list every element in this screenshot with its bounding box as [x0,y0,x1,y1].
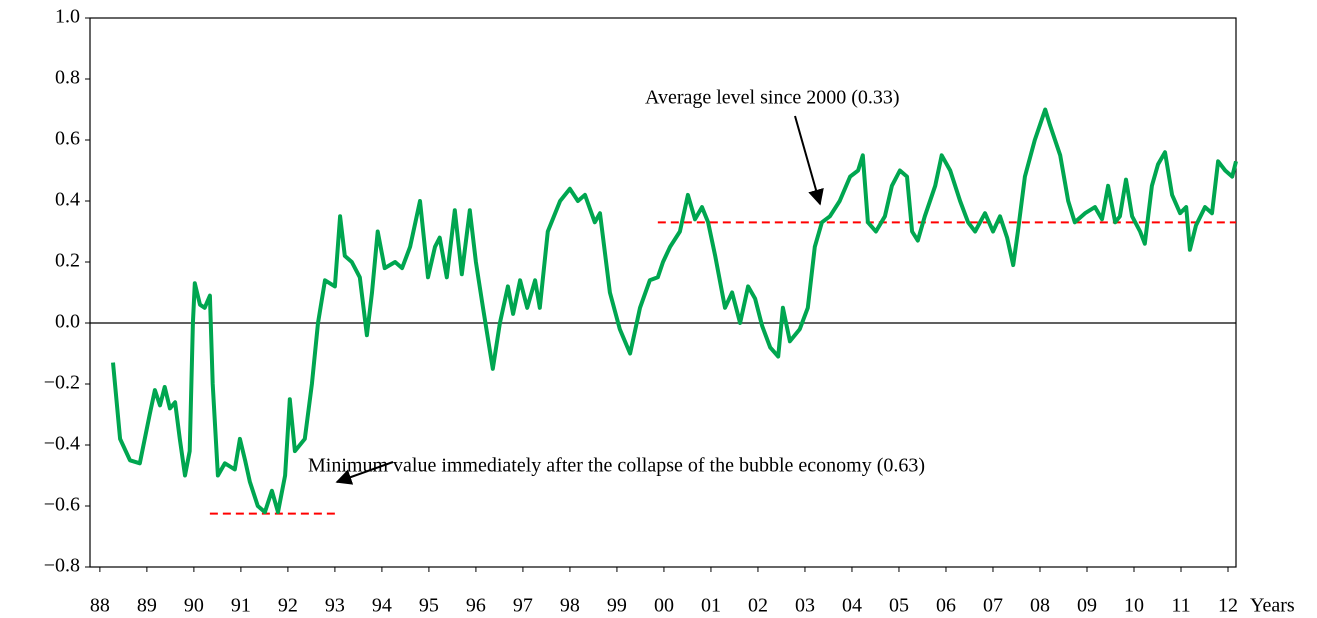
x-tick-label: 11 [1171,595,1190,617]
y-tick-label: −0.8 [44,555,80,577]
x-tick-label: 01 [701,595,721,617]
x-tick-label: 89 [137,595,157,617]
y-tick-label: −0.4 [44,433,80,455]
annotation: Minimum value immediately after the coll… [308,455,925,477]
x-tick-label: 90 [184,595,204,617]
x-tick-label: 91 [231,595,251,617]
x-tick-label: 12 [1218,595,1238,617]
x-tick-label: 09 [1077,595,1097,617]
x-tick-label: 97 [513,595,533,617]
y-tick-label: 0.0 [55,311,80,333]
x-tick-label: 06 [936,595,956,617]
y-tick-label: 0.4 [55,189,80,211]
x-tick-label: 03 [795,595,815,617]
x-tick-label: 92 [278,595,298,617]
x-tick-label: 96 [466,595,486,617]
plot-frame [89,17,1237,568]
x-tick-label: 08 [1030,595,1050,617]
x-tick-label: 07 [983,595,1003,617]
x-axis-label: Years [1250,595,1295,617]
y-tick-label: −0.6 [44,494,80,516]
annotation-arrow [794,115,824,206]
y-tick-label: 0.8 [55,67,80,89]
x-tick-label: 98 [560,595,580,617]
x-tick-label: 95 [419,595,439,617]
annotation-arrow [335,461,394,485]
y-tick-label: 1.0 [55,6,80,28]
data-line [111,107,1238,515]
x-tick-label: 94 [372,595,392,617]
x-tick-label: 88 [90,595,110,617]
x-tick-label: 99 [607,595,627,617]
y-tick-label: 0.6 [55,128,80,150]
x-tick-label: 10 [1124,595,1144,617]
x-tick-label: 93 [325,595,345,617]
x-tick-label: 00 [654,595,674,617]
y-tick-label: 0.2 [55,250,80,272]
x-tick-label: 04 [842,595,862,617]
y-tick-label: −0.2 [44,372,80,394]
x-tick-label: 05 [889,595,909,617]
annotation: Average level since 2000 (0.33) [645,87,900,109]
x-tick-label: 02 [748,595,768,617]
